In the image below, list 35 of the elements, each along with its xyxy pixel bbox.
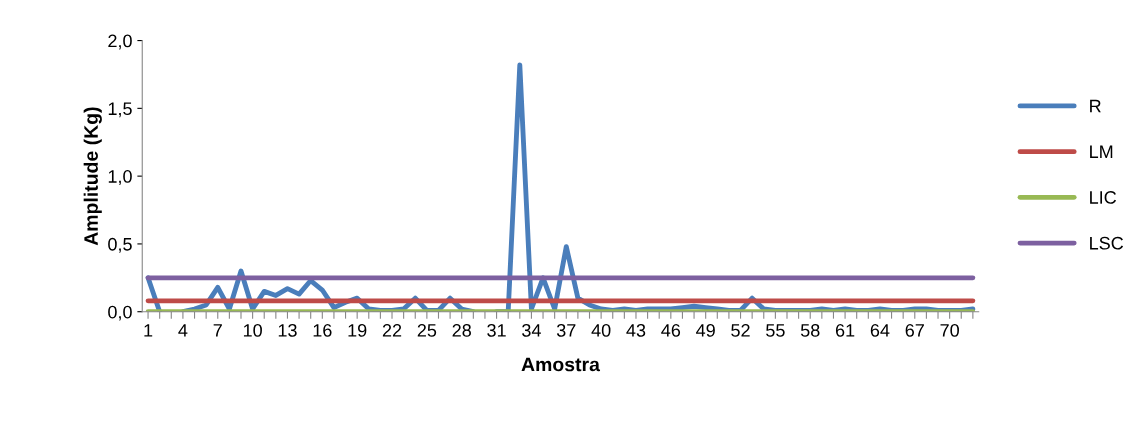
x-tick-label: 67 [905, 323, 924, 337]
x-axis-title: Amostra [521, 357, 601, 372]
legend-label: LSC [1090, 236, 1124, 250]
y-tick-label: 0,0 [108, 305, 132, 321]
y-tick-label: 0,5 [108, 237, 132, 253]
x-tick-label: 46 [661, 323, 681, 337]
x-tick-label: 22 [382, 323, 402, 337]
x-tick-label: 64 [870, 323, 890, 337]
x-tick-label: 70 [940, 323, 959, 337]
x-tick-label: 7 [213, 324, 222, 337]
x-tick-label: 58 [800, 323, 820, 337]
legend-label: LM [1090, 145, 1113, 158]
x-tick-label: 1 [144, 324, 153, 337]
legend-label: LIC [1090, 191, 1117, 204]
x-tick-label: 37 [556, 323, 576, 337]
x-tick-label: 52 [731, 323, 750, 337]
y-tick-label: 1,5 [108, 102, 132, 118]
x-tick-label: 43 [626, 323, 646, 337]
x-tick-label: 19 [348, 323, 367, 337]
x-tick-label: 4 [178, 324, 188, 337]
x-tick-label: 10 [243, 323, 262, 337]
x-tick-label: 28 [452, 323, 471, 337]
y-tick-label: 1,0 [108, 170, 132, 185]
y-axis-title: Amplitude (Kg) [83, 107, 102, 246]
x-tick-label: 49 [696, 323, 715, 337]
x-tick-label: 61 [835, 323, 855, 337]
y-tick-label: 2,0 [108, 34, 132, 50]
x-tick-label: 31 [487, 323, 506, 337]
x-tick-label: 25 [417, 323, 437, 337]
x-tick-label: 55 [766, 324, 785, 337]
legend-label: R [1090, 99, 1101, 113]
x-tick-label: 34 [522, 323, 541, 337]
x-tick-label: 13 [278, 323, 297, 337]
x-tick-label: 40 [591, 323, 611, 337]
x-tick-label: 16 [313, 323, 332, 337]
